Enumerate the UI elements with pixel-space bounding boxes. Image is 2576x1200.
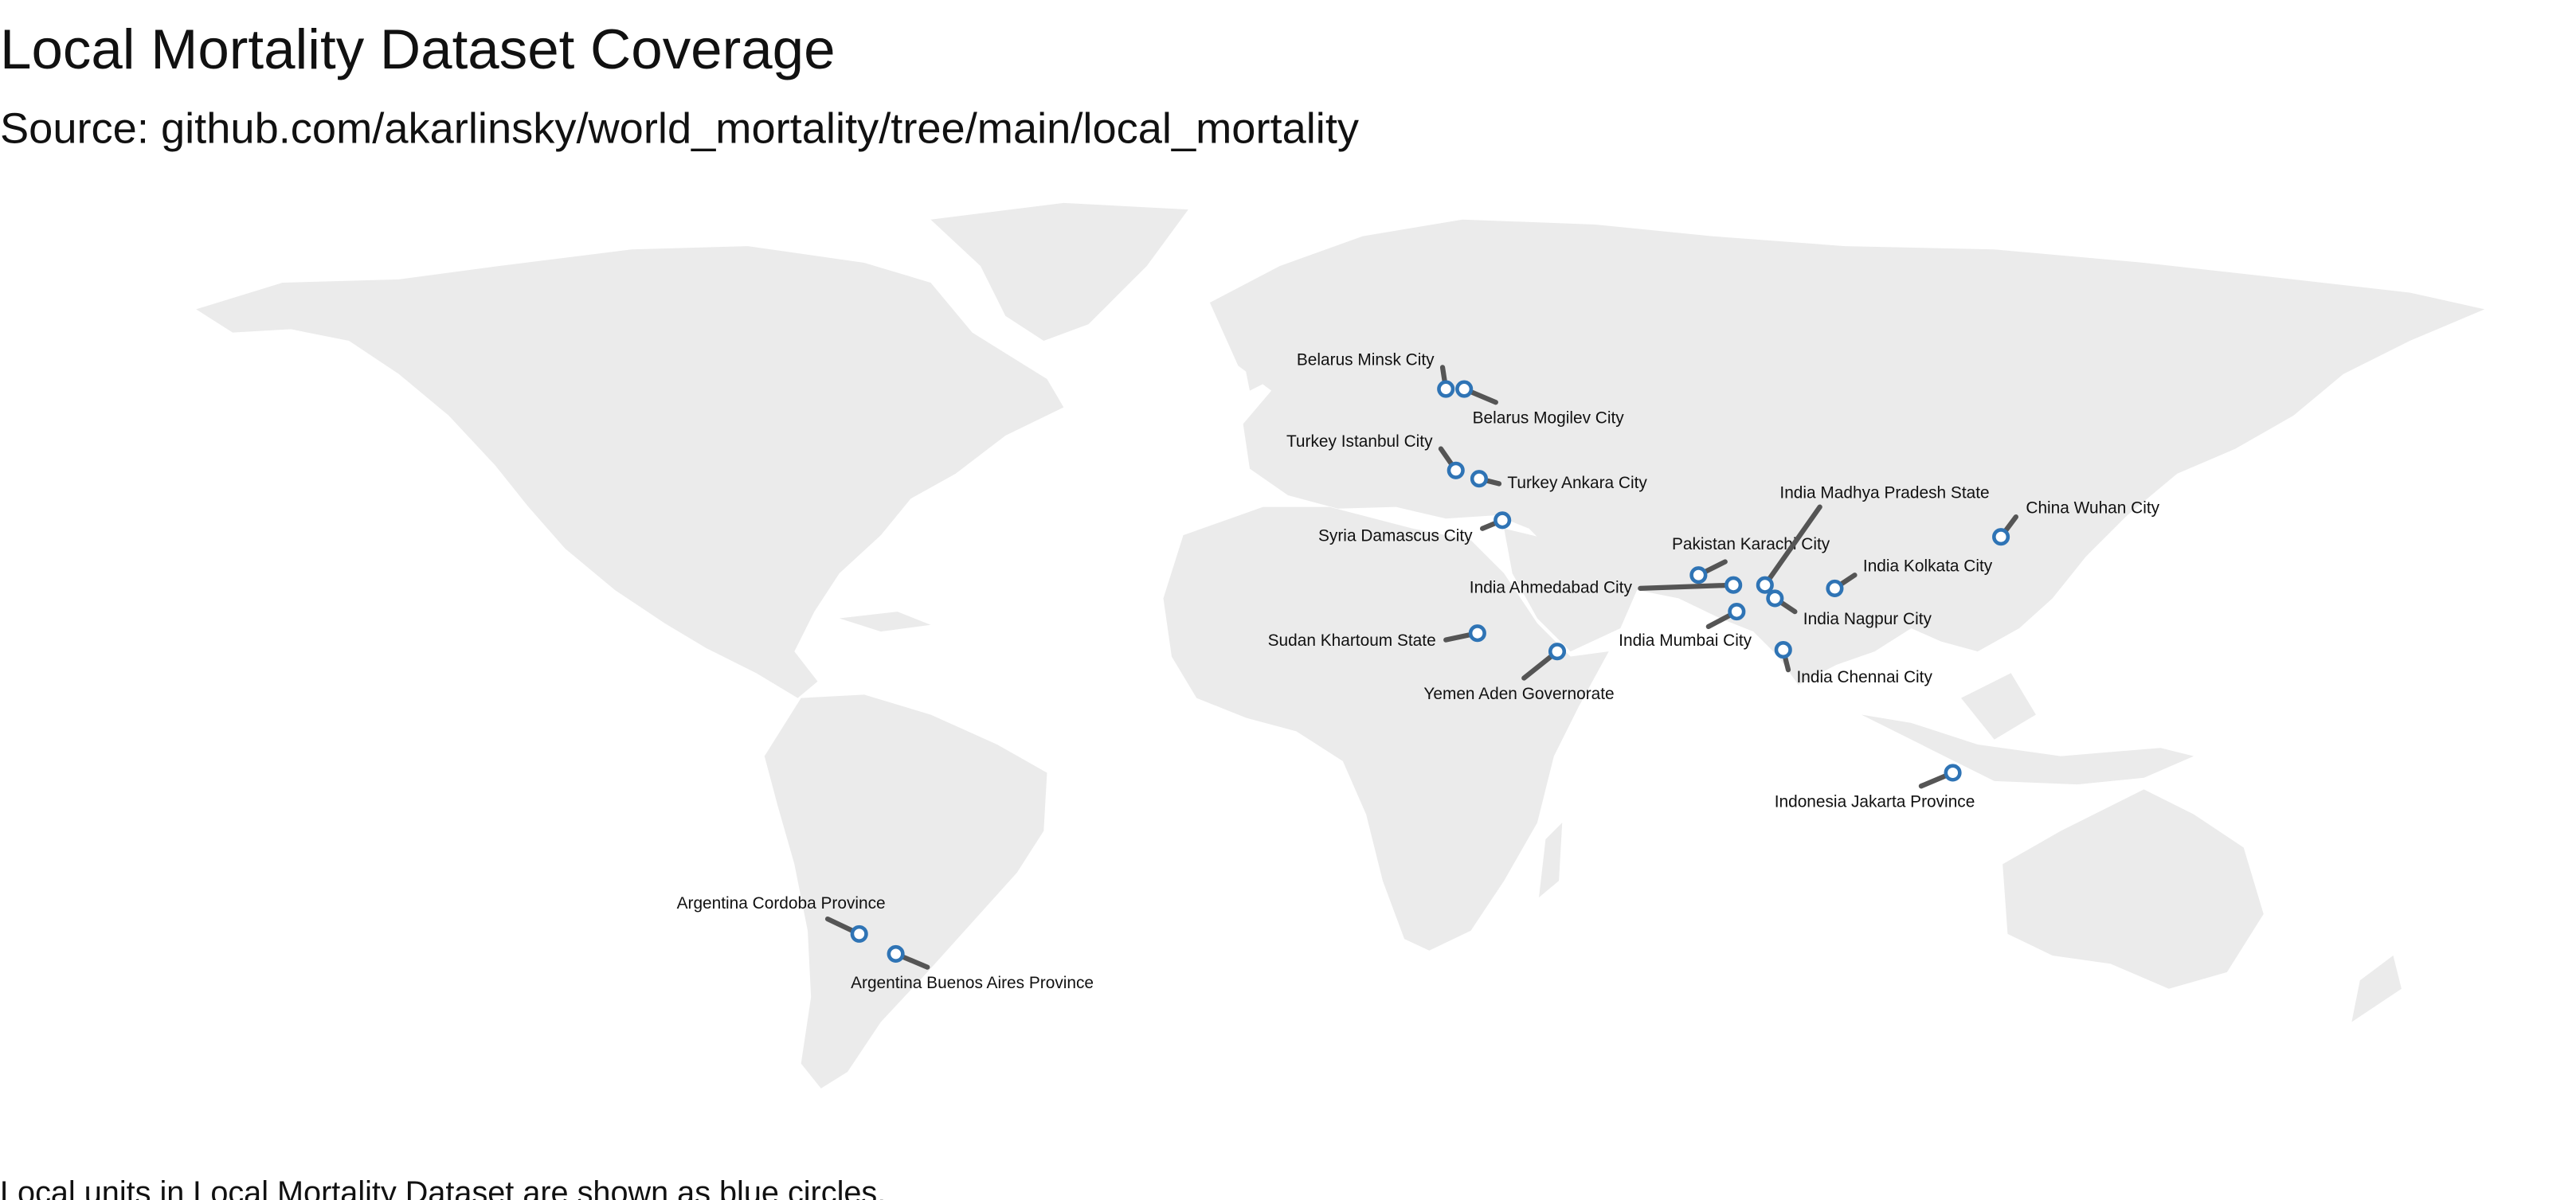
- location-label: Indonesia Jakarta Province: [1775, 793, 1975, 811]
- location-marker: [1437, 380, 1455, 398]
- location-marker: [1944, 764, 1962, 782]
- location-label: Turkey Istanbul City: [1286, 432, 1433, 451]
- location-marker: [1992, 528, 2010, 546]
- title: Local Mortality Dataset Coverage: [0, 18, 836, 81]
- south-america: [764, 694, 1047, 1089]
- location-label: Argentina Cordoba Province: [677, 894, 886, 913]
- location-label: Belarus Minsk City: [1297, 351, 1435, 369]
- subtitle: Source: github.com/akarlinsky/world_mort…: [0, 104, 1360, 152]
- location-label: India Mumbai City: [1619, 631, 1752, 650]
- location-marker: [1447, 461, 1465, 479]
- location-label: Belarus Mogilev City: [1473, 409, 1625, 428]
- leader-line: [1762, 504, 1822, 588]
- location-marker: [1766, 589, 1784, 608]
- leader-line: [1638, 582, 1736, 592]
- location-label: Yemen Aden Governorate: [1423, 685, 1614, 703]
- location-label: India Nagpur City: [1803, 610, 1932, 628]
- location-label: India Chennai City: [1796, 668, 1932, 686]
- location-marker: [1689, 566, 1708, 584]
- location-marker: [850, 924, 868, 943]
- new-zealand: [2351, 956, 2402, 1022]
- japan: [2097, 448, 2144, 516]
- uk: [1243, 341, 1274, 391]
- caribbean: [839, 612, 931, 632]
- location-label: Pakistan Karachi City: [1672, 535, 1830, 553]
- madagascar: [1539, 823, 1563, 897]
- location-marker: [1548, 643, 1567, 661]
- footnote: Local units in Local Mortality Dataset a…: [0, 1175, 886, 1200]
- land: [196, 202, 2485, 1089]
- borneo: [1961, 673, 2036, 740]
- location-marker: [1725, 576, 1743, 594]
- location-marker: [1826, 579, 1844, 597]
- australia: [2002, 789, 2264, 989]
- arabia: [1504, 528, 1638, 652]
- location-label: Syria Damascus City: [1318, 527, 1473, 545]
- north-america: [196, 246, 1064, 698]
- location-marker: [1728, 603, 1746, 621]
- location-label: India Kolkata City: [1863, 557, 1993, 575]
- location-marker: [887, 944, 905, 963]
- eurasia: [1209, 219, 2485, 685]
- location-label: China Wuhan City: [2026, 498, 2159, 517]
- location-label: India Madhya Pradesh State: [1779, 483, 1989, 502]
- africa: [1163, 506, 1609, 951]
- location-marker: [1494, 511, 1512, 530]
- greenland: [930, 202, 1188, 342]
- location-marker: [1455, 380, 1474, 398]
- location-label: India Ahmedabad City: [1470, 578, 1633, 596]
- indonesia: [1861, 714, 2194, 785]
- location-label: Sudan Khartoum State: [1268, 631, 1436, 650]
- location-marker: [1774, 641, 1792, 659]
- location-marker: [1470, 470, 1489, 488]
- location-label: Argentina Buenos Aires Province: [851, 974, 1094, 992]
- location-marker: [1756, 576, 1774, 594]
- markers: Belarus Minsk City Belarus Mogilev City Tu…: [677, 351, 2160, 992]
- location-marker: [1468, 624, 1486, 643]
- location-label: Turkey Ankara City: [1507, 474, 1647, 492]
